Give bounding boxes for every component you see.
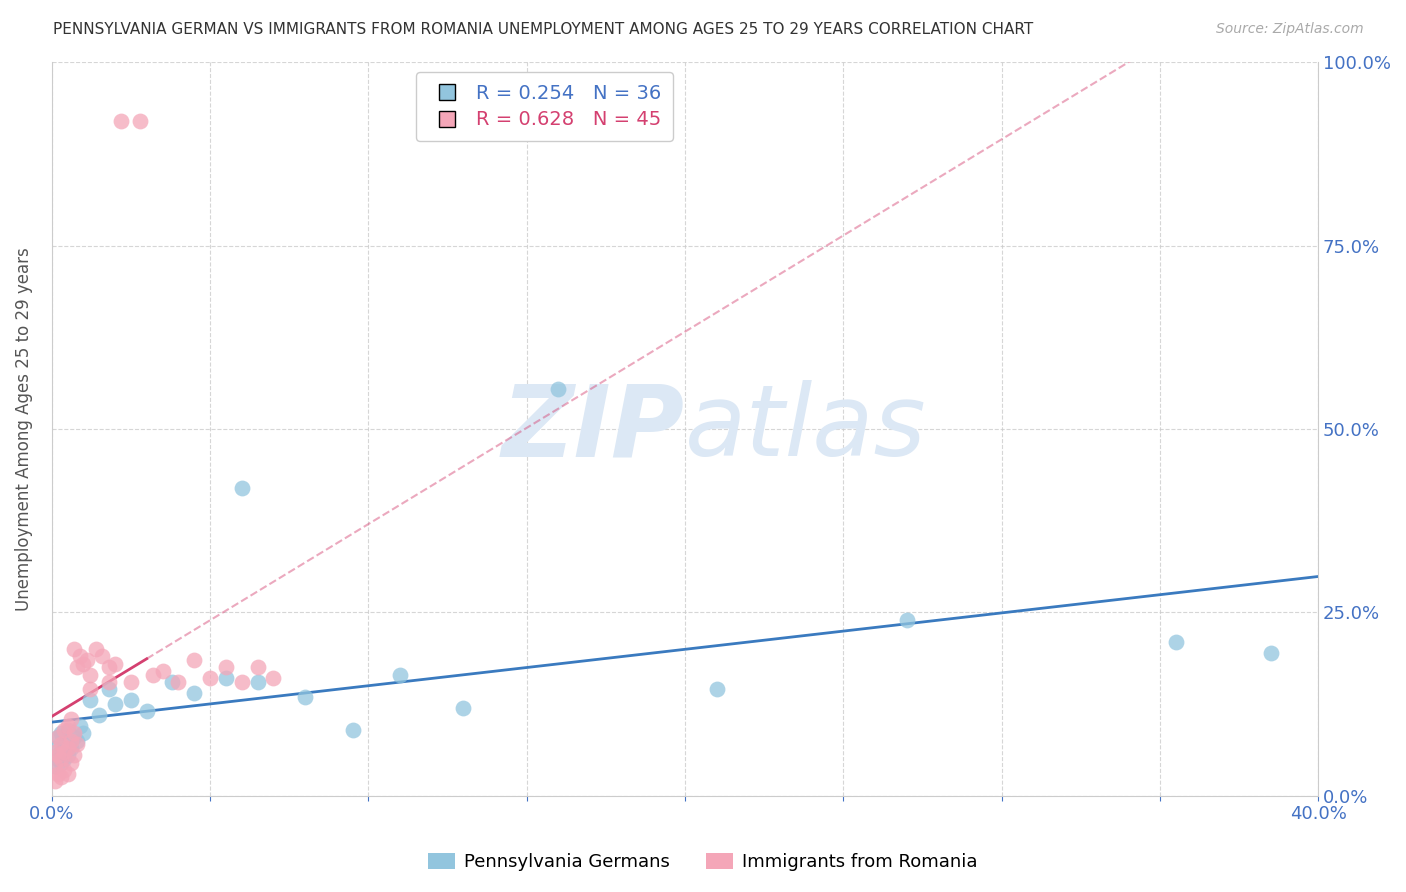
Point xyxy=(59,756,82,770)
Point xyxy=(76,653,98,667)
Point xyxy=(167,675,190,690)
Text: atlas: atlas xyxy=(685,381,927,477)
Point xyxy=(104,657,127,671)
Point xyxy=(453,700,475,714)
Point xyxy=(1260,646,1282,660)
Point xyxy=(46,752,69,766)
Text: PENNSYLVANIA GERMAN VS IMMIGRANTS FROM ROMANIA UNEMPLOYMENT AMONG AGES 25 TO 29 : PENNSYLVANIA GERMAN VS IMMIGRANTS FROM R… xyxy=(53,22,1033,37)
Point xyxy=(97,682,120,697)
Point xyxy=(46,730,69,744)
Point xyxy=(120,693,142,707)
Point xyxy=(91,649,114,664)
Point xyxy=(51,738,73,752)
Point xyxy=(56,766,79,780)
Point xyxy=(46,748,69,763)
Point xyxy=(142,667,165,681)
Point xyxy=(388,667,411,681)
Point xyxy=(59,712,82,726)
Point xyxy=(135,705,157,719)
Point xyxy=(110,113,132,128)
Point xyxy=(896,613,918,627)
Point xyxy=(51,726,73,740)
Point xyxy=(294,690,316,704)
Point xyxy=(97,660,120,674)
Point xyxy=(44,759,66,773)
Point xyxy=(51,771,73,785)
Point xyxy=(547,382,569,396)
Point xyxy=(706,682,728,697)
Point xyxy=(59,733,82,747)
Point xyxy=(63,748,86,763)
Text: Source: ZipAtlas.com: Source: ZipAtlas.com xyxy=(1216,22,1364,37)
Point xyxy=(183,653,205,667)
Point xyxy=(246,675,269,690)
Point xyxy=(79,693,101,707)
Point xyxy=(44,741,66,756)
Point xyxy=(46,730,69,744)
Point xyxy=(97,675,120,690)
Point xyxy=(231,481,253,495)
Y-axis label: Unemployment Among Ages 25 to 29 years: Unemployment Among Ages 25 to 29 years xyxy=(15,247,32,611)
Point xyxy=(46,766,69,780)
Point xyxy=(44,774,66,789)
Point xyxy=(51,756,73,770)
Point xyxy=(69,719,91,733)
Point xyxy=(63,726,86,740)
Point xyxy=(160,675,183,690)
Point xyxy=(246,660,269,674)
Point xyxy=(44,759,66,773)
Point xyxy=(53,763,76,777)
Point xyxy=(51,745,73,759)
Point xyxy=(89,708,111,723)
Point xyxy=(56,748,79,763)
Point xyxy=(56,719,79,733)
Point xyxy=(66,733,89,747)
Point xyxy=(198,672,221,686)
Point xyxy=(215,660,238,674)
Point xyxy=(53,738,76,752)
Point xyxy=(262,672,284,686)
Point xyxy=(120,675,142,690)
Point xyxy=(72,726,94,740)
Legend: R = 0.254   N = 36, R = 0.628   N = 45: R = 0.254 N = 36, R = 0.628 N = 45 xyxy=(416,72,673,141)
Point xyxy=(59,741,82,756)
Point xyxy=(69,649,91,664)
Point xyxy=(104,697,127,711)
Point xyxy=(66,738,89,752)
Point xyxy=(129,113,152,128)
Point xyxy=(72,657,94,671)
Point xyxy=(56,741,79,756)
Point xyxy=(84,642,107,657)
Legend: Pennsylvania Germans, Immigrants from Romania: Pennsylvania Germans, Immigrants from Ro… xyxy=(420,846,986,879)
Point xyxy=(231,675,253,690)
Point xyxy=(51,752,73,766)
Point xyxy=(63,642,86,657)
Point xyxy=(183,686,205,700)
Point xyxy=(53,745,76,759)
Point xyxy=(79,682,101,697)
Point xyxy=(215,672,238,686)
Point xyxy=(152,664,174,678)
Point xyxy=(53,752,76,766)
Point xyxy=(44,745,66,759)
Point xyxy=(79,667,101,681)
Point xyxy=(53,723,76,737)
Point xyxy=(66,660,89,674)
Point xyxy=(342,723,364,737)
Point xyxy=(56,723,79,737)
Point xyxy=(1164,634,1187,648)
Text: ZIP: ZIP xyxy=(502,381,685,477)
Point xyxy=(63,730,86,744)
